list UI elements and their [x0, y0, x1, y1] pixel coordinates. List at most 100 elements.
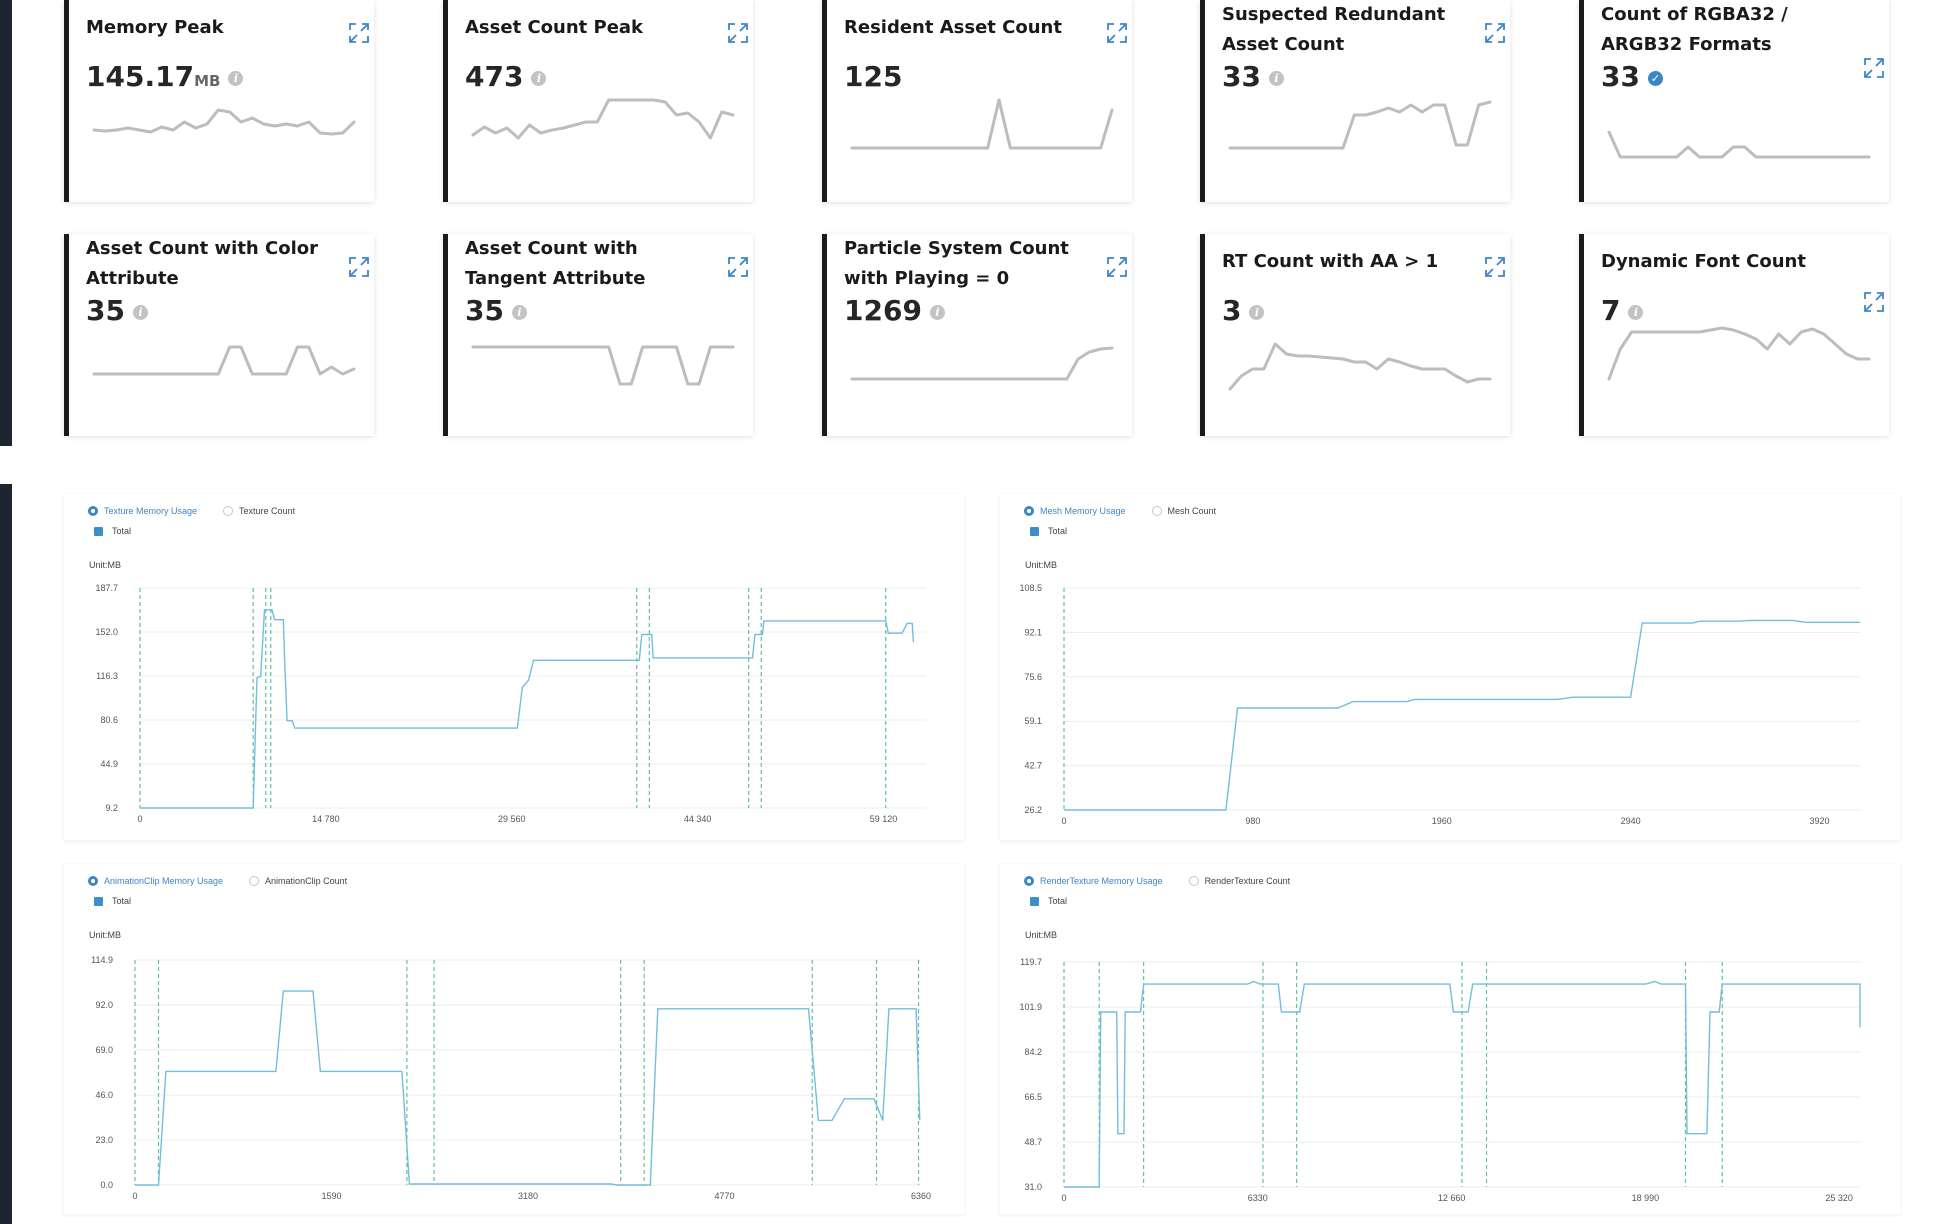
radio-count[interactable]: Mesh Count	[1167, 506, 1217, 516]
x-tick-label: 25 320	[1825, 1193, 1853, 1203]
legend-label: Total	[112, 896, 132, 906]
card-title: Resident Asset Count	[844, 17, 1062, 38]
metric-radio-group: Texture Memory Usage Texture Count	[88, 506, 295, 516]
sparkline	[92, 345, 356, 376]
info-icon[interactable]: i	[132, 304, 148, 320]
line-chart[interactable]: 119.7 101.9 84.2 66.5 48.7 31.0 0 6330 12 660 18 …	[1014, 957, 1910, 1217]
radio-memory-usage[interactable]: RenderTexture Memory Usage	[1040, 876, 1163, 886]
memory-chart-panel	[1000, 864, 1900, 1214]
expand-icon[interactable]	[727, 22, 749, 44]
radio-icon[interactable]	[1024, 506, 1034, 516]
sidebar-edge-bottom	[0, 484, 12, 1224]
card-value-row: 125	[844, 60, 902, 93]
x-tick-label: 0	[1061, 816, 1066, 826]
y-tick-label: 92.1	[1024, 627, 1042, 637]
radio-icon[interactable]	[249, 876, 260, 886]
y-tick-label: 48.7	[1024, 1137, 1042, 1147]
info-icon[interactable]: i	[1268, 70, 1284, 86]
x-tick-label: 980	[1245, 816, 1260, 826]
x-tick-label: 2940	[1621, 816, 1641, 826]
radio-memory-usage[interactable]: Mesh Memory Usage	[1040, 506, 1126, 516]
sparkline-path	[1228, 342, 1492, 391]
radio-icon[interactable]	[88, 876, 98, 886]
metric-radio-group: AnimationClip Memory Usage AnimationClip …	[88, 876, 347, 886]
chart-legend[interactable]: Total	[1030, 896, 1067, 906]
chart-legend[interactable]: Total	[94, 896, 131, 906]
series-line	[1064, 619, 1860, 811]
memory-chart-panel	[64, 864, 964, 1214]
y-tick-label: 101.9	[1019, 1002, 1042, 1012]
expand-icon[interactable]	[348, 22, 370, 44]
card-unit: MB	[194, 72, 221, 90]
x-tick-label: 1590	[321, 1191, 341, 1201]
y-tick-label: 26.2	[1024, 805, 1042, 815]
radio-memory-usage[interactable]: AnimationClip Memory Usage	[104, 876, 224, 886]
info-icon[interactable]: i	[1249, 304, 1265, 320]
expand-icon[interactable]	[1863, 291, 1885, 313]
expand-icon[interactable]	[1106, 256, 1128, 278]
y-tick-label: 69.0	[95, 1045, 113, 1055]
sparkline-path	[1607, 130, 1871, 159]
line-chart[interactable]: 108.5 92.1 75.6 59.1 42.7 26.2 0 980 1960 2940 392…	[1014, 583, 1910, 840]
card-title: Particle System Count with Playing = 0	[844, 238, 1069, 289]
x-tick-label: 59 120	[870, 814, 898, 824]
card-title: Asset Count Peak	[465, 17, 644, 38]
chart-legend[interactable]: Total	[1030, 526, 1067, 536]
info-icon[interactable]: i	[929, 304, 945, 320]
card-title: Count of RGBA32 / ARGB32 Formats	[1601, 4, 1788, 55]
radio-count[interactable]: AnimationClip Count	[265, 876, 348, 886]
check-icon[interactable]: ✓	[1647, 70, 1663, 86]
sparkline-path	[1607, 326, 1871, 381]
info-icon[interactable]: i	[531, 70, 547, 86]
chart-legend[interactable]: Total	[94, 526, 131, 536]
x-tick-label: 12 660	[1438, 1193, 1466, 1203]
card-value-row: 33 i	[1222, 60, 1284, 93]
y-tick-label: 108.5	[1019, 583, 1042, 593]
x-tick-label: 4770	[714, 1191, 734, 1201]
radio-icon[interactable]	[1188, 876, 1199, 886]
legend-label: Total	[112, 526, 132, 536]
sparkline-path	[1228, 100, 1492, 150]
radio-count[interactable]: Texture Count	[239, 506, 296, 516]
expand-icon[interactable]	[1484, 22, 1506, 44]
card-value: 145.17	[86, 60, 195, 93]
expand-icon[interactable]	[727, 256, 749, 278]
card-title: Asset Count with Tangent Attribute	[465, 238, 646, 289]
metric-card: Resident Asset Count 125	[822, 0, 1132, 202]
x-tick-label: 3180	[518, 1191, 538, 1201]
radio-icon[interactable]	[1151, 506, 1162, 516]
y-tick-label: 152.0	[95, 627, 118, 637]
radio-icon[interactable]	[1024, 876, 1034, 886]
expand-icon[interactable]	[348, 256, 370, 278]
y-tick-label: 114.9	[91, 955, 113, 965]
expand-icon[interactable]	[1863, 57, 1885, 79]
card-value-row: 1269 i	[844, 294, 945, 327]
expand-icon[interactable]	[1106, 22, 1128, 44]
y-tick-label: 75.6	[1024, 672, 1042, 682]
radio-memory-usage[interactable]: Texture Memory Usage	[104, 506, 198, 516]
sparkline	[1228, 100, 1492, 150]
metric-radio-group: RenderTexture Memory Usage RenderTexture …	[1024, 876, 1290, 886]
metric-card: Particle System Count with Playing = 0 12…	[822, 234, 1132, 436]
expand-icon[interactable]	[1484, 256, 1506, 278]
info-icon[interactable]: i	[1628, 304, 1644, 320]
y-tick-label: 84.2	[1024, 1047, 1042, 1057]
sparkline	[1228, 342, 1492, 391]
unit-label: Unit:MB	[89, 560, 122, 570]
card-value: 473	[465, 60, 524, 93]
sparkline	[850, 346, 1114, 381]
line-chart[interactable]: 114.9 92.0 69.0 46.0 23.0 0.0 0 1590 3180 4770 636…	[85, 955, 971, 1215]
info-icon[interactable]: i	[511, 304, 527, 320]
sparkline	[1607, 130, 1871, 159]
info-icon[interactable]: i	[228, 70, 244, 86]
line-chart[interactable]: 187.7 152.0 116.3 80.6 44.9 9.2 0 14 780 29 560 4…	[90, 583, 976, 838]
unit-label: Unit:MB	[1025, 560, 1058, 570]
x-tick-label: 0	[132, 1191, 137, 1201]
radio-icon[interactable]	[88, 506, 98, 516]
radio-icon[interactable]	[223, 506, 234, 516]
card-value: 33	[1222, 60, 1261, 93]
radio-count[interactable]: RenderTexture Count	[1204, 876, 1291, 886]
sparkline	[850, 98, 1114, 150]
series-line	[1064, 980, 1861, 1188]
